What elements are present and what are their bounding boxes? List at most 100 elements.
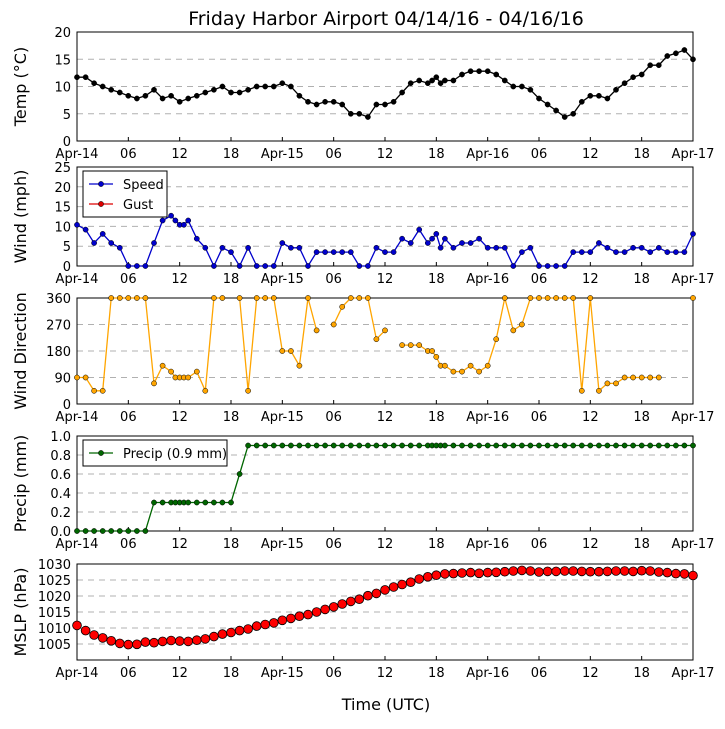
mslp-data-point <box>192 635 202 645</box>
precip-data-point <box>108 528 115 534</box>
temp-data-point <box>262 83 269 90</box>
dir-data-point <box>253 295 260 301</box>
mslp-data-point <box>268 618 279 628</box>
precip-data-point <box>288 442 294 449</box>
mslp-data-point <box>602 566 613 577</box>
temp-data-point <box>442 77 448 84</box>
wind-y-tick-label: 20 <box>54 181 71 196</box>
precip-data-point <box>544 442 551 449</box>
temp-data-point <box>476 68 482 75</box>
mslp-data-point <box>157 636 168 647</box>
temp-x-tick-label: 12 <box>171 147 188 162</box>
precip-data-point <box>673 442 679 449</box>
temp-data-point <box>236 89 243 96</box>
temp-data-point <box>578 98 585 105</box>
precip-data-point <box>442 442 448 449</box>
temp-data-point <box>399 89 405 96</box>
mslp-y-axis-label: MSLP (hPa) <box>11 568 30 657</box>
precip-data-point <box>228 499 234 506</box>
mslp-x-tick-label: 18 <box>428 666 445 681</box>
dir-data-point <box>382 327 388 334</box>
wind-data-point <box>181 221 187 228</box>
wind-data-point <box>168 212 174 219</box>
temp-data-point <box>587 92 594 99</box>
mslp-data-point <box>115 638 125 649</box>
temp-data-point <box>613 86 619 93</box>
dir-data-point <box>168 368 174 375</box>
mslp-x-tick-label: Apr-14 <box>56 666 99 681</box>
wind-data-point <box>151 240 157 246</box>
wind-legend-label: Gust <box>123 198 153 213</box>
wind-data-point <box>630 244 636 251</box>
mslp-x-tick-label: 18 <box>633 666 650 681</box>
dir-data-point <box>450 368 457 375</box>
wind-x-tick-label: 18 <box>428 272 445 287</box>
temp-x-tick-label: Apr-14 <box>56 147 99 162</box>
mslp-x-tick-label: 06 <box>120 666 137 681</box>
mslp-data-point <box>260 619 271 630</box>
dir-y-tick-label: 0 <box>63 398 71 413</box>
precip-data-point <box>536 442 542 449</box>
dir-data-point <box>630 374 636 381</box>
precip-x-tick-label: 18 <box>633 537 650 552</box>
mslp-x-tick-label: 12 <box>582 666 599 681</box>
temp-data-point <box>519 83 525 90</box>
dir-data-point <box>459 368 465 375</box>
mslp-x-tick-label: 12 <box>377 666 394 681</box>
wind-data-point <box>288 244 294 251</box>
temp-data-point <box>544 101 551 108</box>
temp-data-point <box>270 83 277 90</box>
temp-data-point <box>116 89 123 96</box>
temp-data-point <box>108 86 115 93</box>
wind-data-point <box>193 235 200 242</box>
mslp-data-point <box>132 639 142 650</box>
wind-x-tick-label: 06 <box>531 272 548 287</box>
wind-data-point <box>108 240 115 246</box>
precip-data-point <box>219 499 226 506</box>
wind-x-tick-label: Apr-14 <box>56 272 99 287</box>
precip-data-point <box>313 442 320 449</box>
wind-data-point <box>476 235 482 242</box>
precip-x-tick-label: 06 <box>325 537 342 552</box>
precip-data-point <box>493 442 500 449</box>
x-axis-label: Time (UTC) <box>341 695 430 714</box>
temp-data-point <box>365 114 371 120</box>
dir-data-point <box>365 295 371 301</box>
dir-x-tick-label: 12 <box>377 410 394 425</box>
wind-y-tick-label: 0 <box>63 260 71 275</box>
wind-data-point <box>673 249 679 255</box>
dir-x-tick-label: 06 <box>120 410 137 425</box>
temp-data-point <box>553 107 559 114</box>
dir-data-point <box>373 336 380 343</box>
mslp-data-point <box>294 611 305 621</box>
wind-x-tick-label: 12 <box>171 272 188 287</box>
temp-x-tick-label: 18 <box>428 147 445 162</box>
temp-data-point <box>91 80 97 87</box>
wind-data-point <box>553 263 559 269</box>
mslp-data-point <box>97 633 108 643</box>
dir-x-tick-label: Apr-17 <box>672 410 715 425</box>
wind-data-point <box>228 249 234 255</box>
temp-data-point <box>279 80 286 87</box>
wind-y-tick-label: 25 <box>54 161 71 176</box>
dir-data-point <box>185 374 192 381</box>
precip-data-point <box>596 442 602 449</box>
dir-data-point <box>142 295 149 301</box>
mslp-data-point <box>354 594 365 604</box>
wind-data-point <box>429 235 435 242</box>
wind-data-point <box>450 244 457 251</box>
wind-data-point <box>142 263 149 269</box>
wind-data-point <box>185 217 192 224</box>
dir-x-tick-label: Apr-16 <box>466 410 509 425</box>
mslp-y-tick-label: 1005 <box>38 638 71 653</box>
mslp-data-point <box>380 585 390 595</box>
temp-data-point <box>305 98 311 105</box>
dir-data-point <box>347 295 354 301</box>
precip-data-point <box>211 499 217 506</box>
wind-data-point <box>544 263 551 269</box>
dir-data-point <box>416 342 423 348</box>
precip-x-tick-label: 06 <box>120 537 137 552</box>
temp-data-point <box>407 80 414 87</box>
temp-data-point <box>356 110 363 117</box>
